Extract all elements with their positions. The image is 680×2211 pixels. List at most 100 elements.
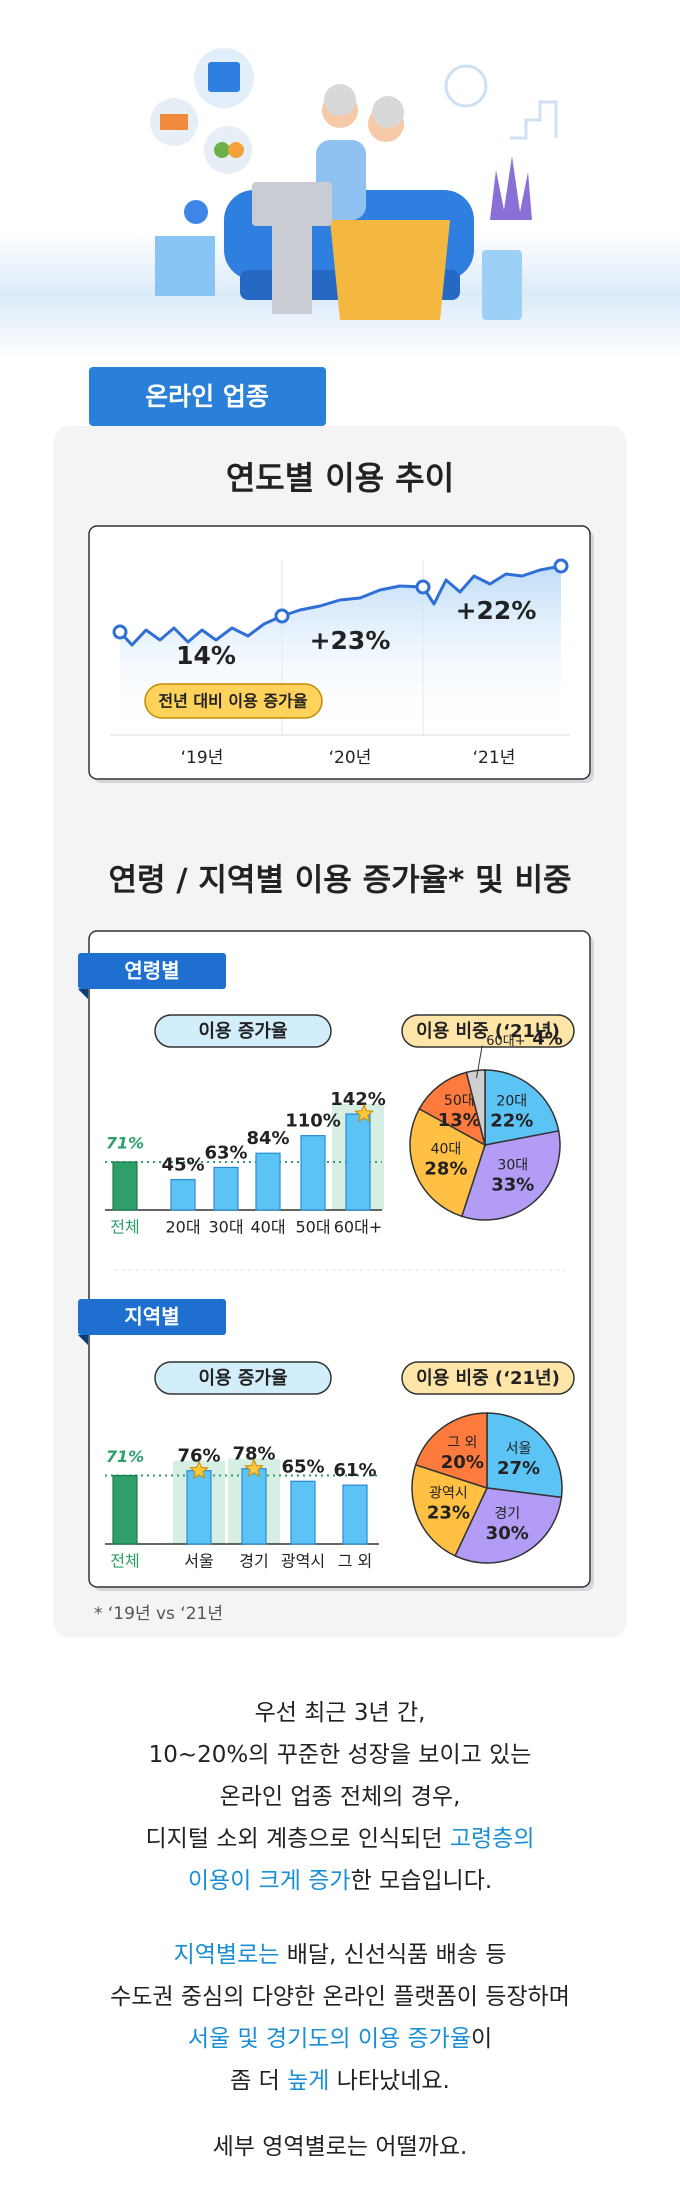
x-tick-label: 전체 <box>110 1552 139 1571</box>
x-tick-label: 30대 <box>208 1218 243 1237</box>
value-label: 61% <box>333 1460 376 1481</box>
bar <box>170 1178 196 1211</box>
pie-category: 30대 <box>497 1158 528 1174</box>
body-line: 온라인 업종 전체의 경우, <box>220 1784 461 1810</box>
pill-label: 이용 비중 (‘21년) <box>416 1368 560 1389</box>
legend-pill <box>144 683 323 719</box>
x-tick-label: ‘20년 <box>329 748 372 768</box>
tag-fold <box>78 1335 88 1345</box>
pie-slice <box>486 1412 563 1499</box>
body-line: 수도권 중심의 다양한 온라인 플랫폼이 등장하며 <box>110 1984 570 2010</box>
pie-value: 13% <box>438 1110 481 1131</box>
pie-value: 23% <box>427 1503 470 1524</box>
bar <box>255 1152 281 1211</box>
x-tick-label: 40대 <box>250 1218 285 1237</box>
pie-category: 40대 <box>431 1141 462 1157</box>
section-title: 연령 / 지역별 이용 증가율* 및 비중 <box>108 863 571 899</box>
bar <box>290 1480 316 1545</box>
value-label: 63% <box>204 1142 247 1163</box>
body-segment: 한 모습입니다. <box>351 1868 493 1894</box>
star-icon <box>189 1460 209 1479</box>
value-label: 71% <box>106 1447 144 1466</box>
pie-category: 서울 <box>506 1441 532 1457</box>
pie-value: 4% <box>532 1028 563 1049</box>
body-line: 지역별로는 배달, 신선식품 배송 등 <box>174 1942 507 1968</box>
pie-category: 광역시 <box>429 1486 468 1502</box>
section-tab-label: 온라인 업종 <box>145 382 269 411</box>
body-segment: 우선 최근 3년 간, <box>255 1700 426 1726</box>
value-label: 45% <box>161 1155 204 1176</box>
pill <box>154 1014 332 1048</box>
value-label: 142% <box>330 1089 386 1110</box>
value-label: 110% <box>285 1111 341 1132</box>
pie-category: 20대 <box>496 1094 527 1110</box>
bar <box>345 1113 371 1211</box>
pill <box>401 1014 575 1048</box>
bar <box>300 1135 326 1211</box>
x-tick-label: 서울 <box>184 1552 213 1571</box>
x-tick-label: 그 외 <box>338 1552 373 1571</box>
bar <box>241 1468 267 1545</box>
x-tick-label: 경기 <box>239 1552 268 1571</box>
body-segment: 고령층의 <box>450 1826 535 1852</box>
body-segment: 수도권 중심의 다양한 온라인 플랫폼이 등장하며 <box>110 1984 570 2010</box>
pie-value: 33% <box>491 1175 534 1196</box>
pie-category: 50대 <box>444 1093 475 1109</box>
x-tick-label: 50대 <box>295 1218 330 1237</box>
pie-value: 30% <box>486 1523 529 1544</box>
group-tag <box>78 1299 226 1335</box>
section-tab <box>89 367 326 426</box>
body-segment: 세부 영역별로는 어떨까요. <box>213 2134 468 2160</box>
legend-label: 전년 대비 이용 증가율 <box>158 692 307 711</box>
pie-value: 20% <box>441 1452 484 1473</box>
pie-value: 27% <box>497 1458 540 1479</box>
pill-label: 이용 증가율 <box>198 1368 287 1389</box>
body-line: 우선 최근 3년 간, <box>255 1700 426 1726</box>
chart-title: 연도별 이용 추이 <box>226 459 454 497</box>
body-line: 세부 영역별로는 어떨까요. <box>213 2134 468 2160</box>
pie-category: 경기 <box>494 1506 520 1522</box>
pie-slice <box>465 1069 486 1146</box>
leader-line <box>476 1045 483 1079</box>
x-tick-label: 광역시 <box>281 1552 325 1571</box>
pill <box>401 1361 575 1395</box>
pill-label: 이용 증가율 <box>198 1021 287 1042</box>
body-line: 10~20%의 꾸준한 성장을 보이고 있는 <box>149 1742 532 1768</box>
bar <box>112 1161 138 1211</box>
value-label: 76% <box>177 1446 220 1467</box>
body-segment: 디지털 소외 계층으로 인식되던 <box>146 1826 450 1852</box>
pie-slice <box>411 1463 489 1557</box>
value-label: 84% <box>246 1128 289 1149</box>
pie-category: 60대+ <box>486 1034 525 1049</box>
group-tag-label: 지역별 <box>124 1305 179 1329</box>
body-segment: 10~20%의 꾸준한 성장을 보이고 있는 <box>149 1742 532 1768</box>
footnote: * ‘19년 vs ‘21년 <box>94 1604 223 1624</box>
body-segment: 나타났네요. <box>329 2068 449 2094</box>
pie-category: 그 외 <box>447 1435 477 1451</box>
pie-value: 22% <box>490 1111 533 1132</box>
pie-slice <box>418 1071 487 1147</box>
body-segment: 좀 더 <box>230 2068 287 2094</box>
annotation: +23% <box>310 626 391 655</box>
trend-line <box>118 564 562 647</box>
pie-slice <box>454 1487 563 1564</box>
body-line: 디지털 소외 계층으로 인식되던 고령층의 <box>146 1826 535 1852</box>
illustration <box>0 48 680 360</box>
body-line: 좀 더 높게 나타났네요. <box>230 2068 450 2094</box>
group-tag <box>78 953 226 989</box>
body-segment: 서울 및 경기도의 이용 증가율 <box>188 2026 471 2052</box>
body-segment: 온라인 업종 전체의 경우, <box>220 1784 461 1810</box>
x-tick-label: 20대 <box>165 1218 200 1237</box>
bar <box>213 1166 239 1211</box>
line-point <box>274 608 290 624</box>
line-point <box>415 579 431 595</box>
pill-label: 이용 비중 (‘21년) <box>416 1021 560 1042</box>
pie-value: 28% <box>424 1158 467 1179</box>
body-line: 서울 및 경기도의 이용 증가율이 <box>188 2026 492 2052</box>
value-label: 65% <box>281 1456 324 1477</box>
star-icon <box>354 1103 374 1123</box>
pie-slice <box>484 1069 560 1146</box>
annotation: 14% <box>176 641 236 670</box>
